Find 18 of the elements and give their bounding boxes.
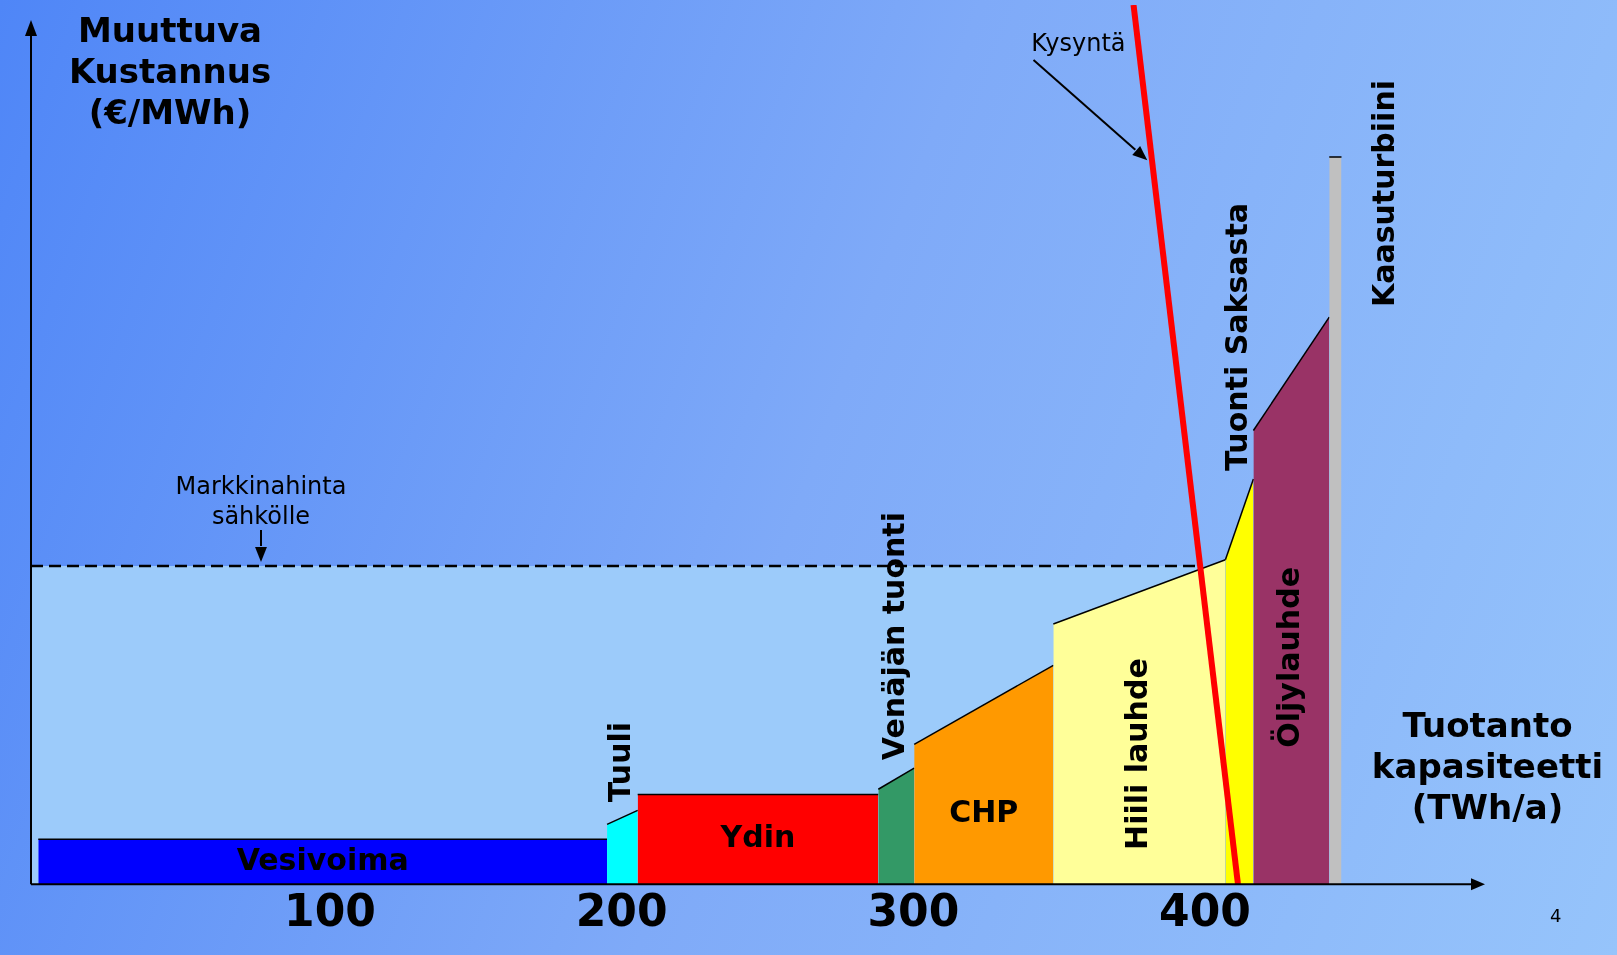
series-label: CHP [949,794,1019,830]
text: 4 [1550,905,1562,926]
text: Tuonti Saksasta [1219,202,1255,471]
x-tick-label: 200 [575,885,668,937]
series-label: Hiili lauhde [1119,658,1155,850]
x-tick-label: 300 [867,885,960,937]
x-tick-label: 100 [284,885,376,937]
y-axis-title: Muuttuva Kustannus (€/MWh) [67,10,273,133]
series-label: Öljylauhde [1270,567,1307,748]
x-tick-label: 400 [1159,885,1251,937]
x-axis-title: Tuotanto kapasiteetti (TWh/a) [1370,705,1605,828]
text: Venäjän tuonti [876,511,912,761]
series-label: Vesivoima [236,841,409,877]
series-label: Kysyntä [1031,29,1126,58]
text: Kaasuturbiini [1366,79,1402,308]
ref-line-label: Markkinahinta sähkölle [175,471,347,530]
series-label: Ydin [719,819,796,855]
text: Tuuli [602,721,638,803]
